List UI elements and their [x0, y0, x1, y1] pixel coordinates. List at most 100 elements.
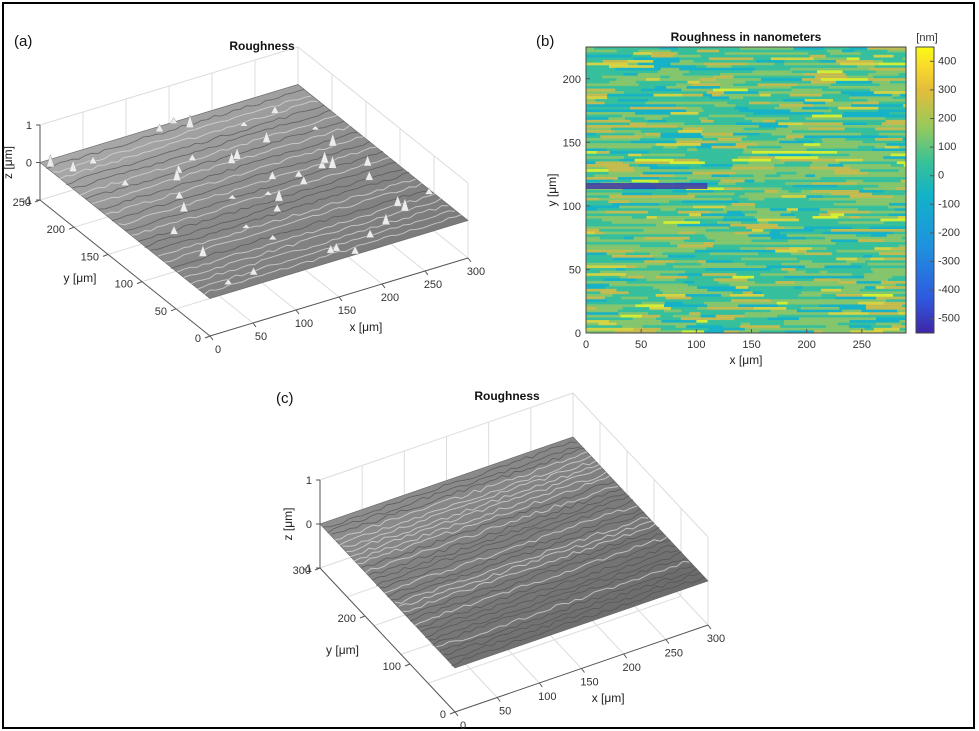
heatmap-cell	[788, 190, 802, 194]
colorbar	[915, 46, 935, 334]
heatmap-cell	[631, 104, 676, 108]
heatmap-cell	[899, 268, 906, 272]
heatmap-cell	[849, 320, 885, 324]
heatmap-cell	[586, 260, 629, 264]
heatmap-cell	[738, 200, 760, 204]
heatmap-cell	[675, 208, 724, 212]
heatmap-cell	[745, 114, 781, 118]
heatmap-cell	[700, 262, 746, 266]
heatmap-cell	[794, 138, 822, 142]
heatmap-cell	[634, 166, 650, 170]
surface-ridge	[111, 140, 371, 222]
surface-peak	[364, 170, 374, 181]
heatmap-cell	[633, 125, 678, 129]
heatmap-cell	[697, 125, 719, 129]
heatmap-cell	[718, 281, 756, 285]
heatmap-cell	[594, 304, 636, 308]
surface-peak	[172, 167, 182, 181]
heatmap-cell	[586, 101, 605, 105]
heatmap-cell	[612, 257, 655, 261]
heatmap-cell	[689, 229, 706, 233]
z-axis-label: z [μm]	[281, 508, 295, 541]
heatmap-cell	[892, 275, 906, 279]
heatmap-cell	[648, 151, 687, 155]
heatmap-cell	[622, 114, 669, 118]
heatmap-cell	[809, 166, 851, 170]
heatmap-cell	[759, 125, 789, 129]
heatmap-cell	[783, 322, 809, 326]
heatmap-cell	[701, 164, 733, 168]
heatmap-cell	[644, 236, 690, 240]
heatmap-cell	[832, 156, 871, 160]
heatmap-cell	[842, 70, 876, 74]
surface-peak	[270, 105, 280, 114]
heatmap-cell	[634, 96, 646, 100]
heatmap-cell	[812, 260, 847, 264]
heatmap-cell	[883, 330, 906, 333]
heatmap-cell	[732, 153, 768, 157]
heatmap-cell	[739, 109, 757, 113]
surface-peak	[227, 194, 237, 200]
heatmap-cell	[686, 106, 702, 110]
heatmap-cell	[704, 62, 748, 66]
heatmap-cell	[586, 213, 619, 217]
heatmap-cell	[799, 260, 812, 264]
heatmap-cell	[675, 83, 692, 87]
heatmap-cell	[826, 67, 870, 71]
x-tick	[581, 668, 585, 673]
heatmap-cell	[831, 109, 879, 113]
heatmap-cell	[694, 281, 719, 285]
heatmap-cell	[796, 262, 819, 266]
heatmap-cell	[831, 239, 858, 243]
heatmap-cell	[734, 317, 768, 321]
heatmap-cell	[852, 101, 879, 105]
heatmap-cell	[774, 166, 810, 170]
surface-peak	[272, 203, 282, 212]
plot-frame	[585, 46, 907, 334]
heatmap-cell	[884, 145, 900, 149]
heatmap-cell	[586, 309, 618, 313]
heatmap-cell	[599, 197, 644, 201]
heatmap-cell	[679, 67, 709, 71]
heatmap-cell	[810, 80, 836, 84]
heatmap-cell	[810, 179, 834, 183]
heatmap-cell	[757, 143, 794, 147]
heatmap-cell	[714, 239, 752, 243]
heatmap-cell	[672, 314, 701, 318]
heatmap-cell	[871, 130, 906, 134]
heatmap-cell	[800, 283, 845, 287]
heatmap-cell	[586, 73, 624, 77]
x-tick-label: 0	[215, 344, 221, 356]
surface-ridge	[190, 205, 449, 285]
heatmap-cell	[808, 255, 820, 259]
heatmap-cell	[695, 255, 733, 259]
heatmap-cell	[900, 93, 906, 97]
heatmap-cell	[724, 70, 753, 74]
heatmap-cell	[586, 270, 600, 274]
heatmap-cell	[802, 122, 816, 126]
heatmap-cell	[779, 231, 794, 235]
heatmap-cell	[881, 122, 906, 126]
heatmap-cell	[586, 125, 634, 129]
heatmap-cell	[586, 255, 613, 259]
heatmap-cell	[757, 83, 798, 87]
heatmap-cell	[586, 106, 619, 110]
heatmap-cell	[586, 60, 603, 64]
heatmap-cell	[698, 117, 708, 121]
heatmap-cell	[739, 325, 781, 329]
heatmap-cell	[633, 52, 652, 56]
heatmap-cell	[648, 210, 678, 214]
heatmap-cell	[811, 182, 857, 186]
heatmap-cell	[733, 132, 760, 136]
heatmap-cell	[774, 106, 803, 110]
heatmap-cell	[882, 249, 906, 253]
heatmap-cell	[600, 86, 637, 90]
heatmap-cell	[841, 288, 860, 292]
heatmap-cell	[586, 317, 620, 321]
y-tick-label: 150	[81, 251, 99, 263]
heatmap-cell	[875, 127, 906, 131]
heatmap-cell	[732, 260, 759, 264]
heatmap-cell	[805, 174, 815, 178]
heatmap-cell	[875, 70, 906, 74]
